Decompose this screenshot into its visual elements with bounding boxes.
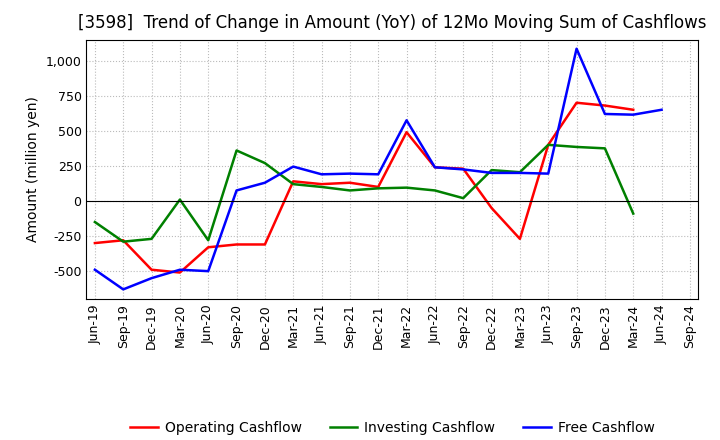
Operating Cashflow bbox=[431, 165, 439, 170]
Operating Cashflow bbox=[204, 245, 212, 250]
Investing Cashflow bbox=[318, 184, 326, 190]
Operating Cashflow bbox=[544, 142, 552, 147]
Free Cashflow bbox=[318, 172, 326, 177]
Operating Cashflow bbox=[261, 242, 269, 247]
Free Cashflow bbox=[176, 267, 184, 272]
Operating Cashflow bbox=[402, 129, 411, 135]
Operating Cashflow bbox=[318, 181, 326, 187]
Free Cashflow bbox=[233, 188, 241, 193]
Operating Cashflow bbox=[459, 166, 467, 171]
Free Cashflow bbox=[572, 46, 581, 51]
Operating Cashflow bbox=[148, 267, 156, 272]
Line: Free Cashflow: Free Cashflow bbox=[95, 49, 662, 290]
Line: Investing Cashflow: Investing Cashflow bbox=[95, 145, 633, 242]
Investing Cashflow bbox=[374, 186, 382, 191]
Free Cashflow bbox=[261, 180, 269, 185]
Free Cashflow bbox=[657, 107, 666, 112]
Free Cashflow bbox=[600, 111, 609, 117]
Operating Cashflow bbox=[487, 205, 496, 211]
Operating Cashflow bbox=[629, 107, 637, 112]
Investing Cashflow bbox=[176, 197, 184, 202]
Investing Cashflow bbox=[516, 169, 524, 175]
Investing Cashflow bbox=[629, 211, 637, 216]
Operating Cashflow bbox=[91, 240, 99, 246]
Free Cashflow bbox=[431, 165, 439, 170]
Investing Cashflow bbox=[204, 238, 212, 243]
Investing Cashflow bbox=[459, 195, 467, 201]
Operating Cashflow bbox=[289, 179, 297, 184]
Operating Cashflow bbox=[119, 238, 127, 243]
Line: Operating Cashflow: Operating Cashflow bbox=[95, 103, 633, 272]
Operating Cashflow bbox=[374, 184, 382, 190]
Investing Cashflow bbox=[261, 161, 269, 166]
Free Cashflow bbox=[374, 172, 382, 177]
Investing Cashflow bbox=[572, 144, 581, 150]
Investing Cashflow bbox=[119, 239, 127, 244]
Operating Cashflow bbox=[600, 103, 609, 108]
Title: [3598]  Trend of Change in Amount (YoY) of 12Mo Moving Sum of Cashflows: [3598] Trend of Change in Amount (YoY) o… bbox=[78, 15, 706, 33]
Operating Cashflow bbox=[233, 242, 241, 247]
Free Cashflow bbox=[402, 117, 411, 123]
Investing Cashflow bbox=[91, 220, 99, 225]
Investing Cashflow bbox=[346, 188, 354, 193]
Free Cashflow bbox=[289, 164, 297, 169]
Free Cashflow bbox=[91, 267, 99, 272]
Free Cashflow bbox=[204, 268, 212, 274]
Free Cashflow bbox=[346, 171, 354, 176]
Free Cashflow bbox=[487, 170, 496, 176]
Free Cashflow bbox=[119, 287, 127, 292]
Operating Cashflow bbox=[176, 270, 184, 275]
Investing Cashflow bbox=[148, 236, 156, 242]
Free Cashflow bbox=[516, 170, 524, 176]
Free Cashflow bbox=[629, 112, 637, 117]
Operating Cashflow bbox=[516, 236, 524, 242]
Legend: Operating Cashflow, Investing Cashflow, Free Cashflow: Operating Cashflow, Investing Cashflow, … bbox=[125, 415, 660, 440]
Free Cashflow bbox=[148, 275, 156, 281]
Investing Cashflow bbox=[233, 148, 241, 153]
Investing Cashflow bbox=[600, 146, 609, 151]
Investing Cashflow bbox=[402, 185, 411, 190]
Y-axis label: Amount (million yen): Amount (million yen) bbox=[26, 96, 40, 242]
Free Cashflow bbox=[459, 167, 467, 172]
Operating Cashflow bbox=[346, 180, 354, 185]
Operating Cashflow bbox=[572, 100, 581, 106]
Free Cashflow bbox=[544, 171, 552, 176]
Investing Cashflow bbox=[487, 168, 496, 173]
Investing Cashflow bbox=[289, 181, 297, 187]
Investing Cashflow bbox=[544, 142, 552, 147]
Investing Cashflow bbox=[431, 188, 439, 193]
